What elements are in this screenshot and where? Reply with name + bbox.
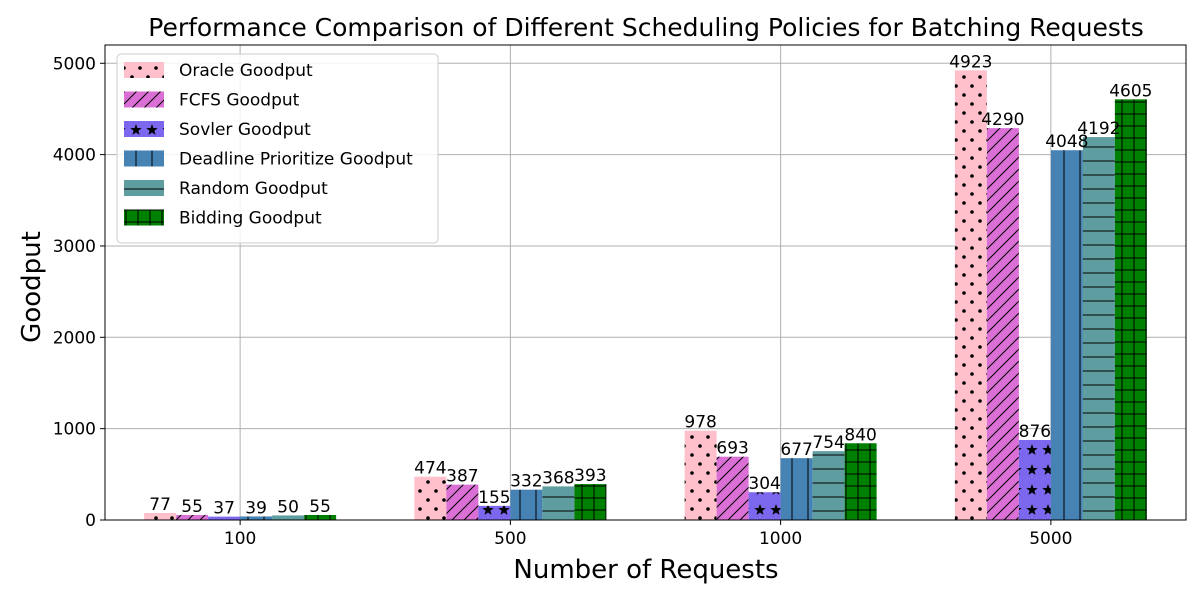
data-label: 876 xyxy=(1019,422,1051,442)
data-label: 4290 xyxy=(981,110,1024,130)
bar xyxy=(272,515,305,520)
data-label: 368 xyxy=(542,468,574,488)
legend-swatch xyxy=(124,91,164,108)
y-tick-label: 3000 xyxy=(53,237,96,257)
data-label: 393 xyxy=(574,466,606,486)
bar xyxy=(144,512,177,520)
legend-label: Deadline Prioritize Goodput xyxy=(179,150,413,170)
bar xyxy=(812,451,845,520)
bar xyxy=(954,70,987,520)
data-label: 4048 xyxy=(1045,132,1088,152)
bar xyxy=(208,516,241,520)
bar xyxy=(1018,439,1051,520)
x-tick-label: 100 xyxy=(224,529,256,549)
bar xyxy=(844,443,877,520)
bar xyxy=(414,476,447,520)
data-label: 155 xyxy=(478,488,510,508)
data-label: 55 xyxy=(181,497,203,517)
y-axis-title: Goodput xyxy=(17,231,47,343)
legend-label: Sovler Goodput xyxy=(179,120,311,140)
x-tick-label: 500 xyxy=(494,529,526,549)
bar xyxy=(986,128,1019,520)
data-label: 77 xyxy=(149,495,171,515)
axis-ticks: 0 1000 2000 3000 4000 5000 100 500 1000 5000 xyxy=(53,54,1073,549)
legend-label: Random Goodput xyxy=(179,179,328,199)
bar xyxy=(716,456,749,520)
legend-label: FCFS Goodput xyxy=(179,91,300,111)
y-tick-label: 4000 xyxy=(53,146,96,166)
bar xyxy=(780,458,813,520)
x-tick-label: 1000 xyxy=(759,529,802,549)
y-tick-label: 1000 xyxy=(53,420,96,440)
bar xyxy=(542,486,575,520)
bar xyxy=(446,484,479,520)
bar xyxy=(684,430,717,520)
data-label: 4605 xyxy=(1109,81,1152,101)
data-label: 978 xyxy=(684,413,716,433)
data-label: 55 xyxy=(309,497,331,517)
bar xyxy=(304,514,337,520)
data-label: 677 xyxy=(780,440,812,460)
bar xyxy=(478,505,511,520)
bars xyxy=(144,70,1147,521)
data-label: 474 xyxy=(414,459,446,479)
y-tick-label: 0 xyxy=(85,511,96,531)
legend-swatch xyxy=(124,150,164,167)
bar xyxy=(574,484,607,520)
legend-swatch xyxy=(124,121,164,137)
bar xyxy=(1082,137,1115,521)
data-label: 304 xyxy=(748,474,780,494)
data-label: 4923 xyxy=(949,52,992,72)
data-label: 39 xyxy=(245,498,267,518)
bar xyxy=(510,489,543,520)
data-label: 332 xyxy=(510,472,542,492)
legend: Oracle Goodput FCFS Goodput Sovler Goodput… xyxy=(116,53,439,244)
legend-label: Bidding Goodput xyxy=(179,209,322,229)
chart-title: Performance Comparison of Different Sche… xyxy=(148,13,1143,42)
data-label: 50 xyxy=(277,497,299,517)
data-label: 840 xyxy=(844,425,876,445)
y-tick-label: 2000 xyxy=(53,328,96,348)
bar xyxy=(240,516,273,520)
data-label: 754 xyxy=(812,433,844,453)
legend-label: Oracle Goodput xyxy=(179,61,313,81)
x-tick-label: 5000 xyxy=(1029,529,1072,549)
data-label: 37 xyxy=(213,499,235,519)
legend-box xyxy=(116,53,439,244)
bar xyxy=(1050,150,1083,520)
data-label: 387 xyxy=(446,467,478,487)
legend-swatch xyxy=(124,62,164,78)
data-label: 693 xyxy=(716,439,748,459)
x-axis-title: Number of Requests xyxy=(513,555,778,585)
legend-swatch xyxy=(124,209,164,226)
data-label: 4192 xyxy=(1077,119,1120,139)
bar xyxy=(176,514,209,520)
bar xyxy=(748,492,781,520)
legend-swatch xyxy=(124,180,164,196)
plot-frame xyxy=(104,44,1187,521)
y-tick-label: 5000 xyxy=(53,54,96,74)
bar xyxy=(1114,99,1147,521)
